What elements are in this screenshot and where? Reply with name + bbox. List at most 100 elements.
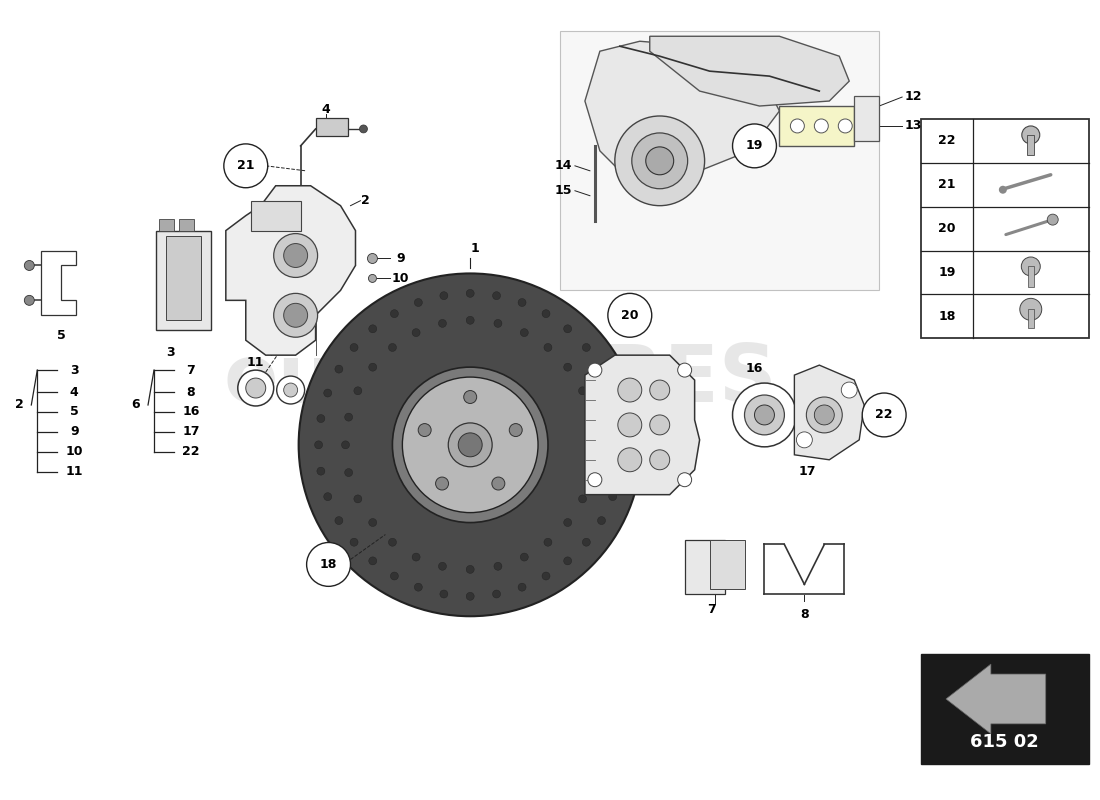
Circle shape xyxy=(608,493,617,501)
Circle shape xyxy=(317,414,324,422)
Circle shape xyxy=(542,310,550,318)
Text: 8: 8 xyxy=(187,386,195,398)
Text: 17: 17 xyxy=(183,426,200,438)
Circle shape xyxy=(587,473,602,486)
Circle shape xyxy=(315,441,322,449)
Circle shape xyxy=(587,469,596,477)
Circle shape xyxy=(650,380,670,400)
Circle shape xyxy=(616,414,624,422)
Circle shape xyxy=(439,319,447,327)
Circle shape xyxy=(284,383,298,397)
Circle shape xyxy=(390,310,398,318)
Text: 22: 22 xyxy=(938,134,956,147)
Circle shape xyxy=(368,518,376,526)
Circle shape xyxy=(608,389,617,397)
Text: 17: 17 xyxy=(799,466,816,478)
Circle shape xyxy=(350,538,358,546)
Circle shape xyxy=(509,423,522,437)
Circle shape xyxy=(1022,126,1040,144)
Bar xyxy=(1027,310,1034,328)
Circle shape xyxy=(274,234,318,278)
Text: a passion for parts since 1985: a passion for parts since 1985 xyxy=(332,450,669,470)
Text: 4: 4 xyxy=(321,102,330,115)
Circle shape xyxy=(618,448,641,472)
Circle shape xyxy=(412,329,420,337)
Circle shape xyxy=(597,517,605,525)
Circle shape xyxy=(838,119,853,133)
Text: 22: 22 xyxy=(876,409,893,422)
Circle shape xyxy=(390,572,398,580)
Circle shape xyxy=(415,583,422,591)
Circle shape xyxy=(518,583,526,591)
Circle shape xyxy=(650,415,670,435)
Bar xyxy=(251,201,300,230)
Polygon shape xyxy=(946,664,1046,734)
Circle shape xyxy=(334,365,343,373)
Circle shape xyxy=(418,423,431,437)
Text: 11: 11 xyxy=(248,356,264,369)
Text: 10: 10 xyxy=(66,446,82,458)
Text: 18: 18 xyxy=(320,558,338,571)
Circle shape xyxy=(238,370,274,406)
Bar xyxy=(780,106,855,146)
Circle shape xyxy=(518,298,526,306)
Circle shape xyxy=(579,387,586,394)
Text: 13: 13 xyxy=(904,119,922,133)
Circle shape xyxy=(388,538,396,546)
Circle shape xyxy=(806,397,843,433)
Circle shape xyxy=(563,325,572,333)
Bar xyxy=(560,31,879,290)
Circle shape xyxy=(334,517,343,525)
Circle shape xyxy=(415,298,422,306)
Circle shape xyxy=(544,538,552,546)
Circle shape xyxy=(298,274,641,616)
Text: 12: 12 xyxy=(904,90,922,102)
Text: 10: 10 xyxy=(392,272,409,285)
Circle shape xyxy=(814,405,834,425)
Circle shape xyxy=(459,433,482,457)
Circle shape xyxy=(245,378,266,398)
Circle shape xyxy=(678,473,692,486)
Text: 15: 15 xyxy=(554,184,572,198)
Circle shape xyxy=(436,477,449,490)
Text: 9: 9 xyxy=(70,426,78,438)
Circle shape xyxy=(791,119,804,133)
Bar xyxy=(316,118,348,136)
Text: 16: 16 xyxy=(746,362,763,374)
Polygon shape xyxy=(794,365,865,460)
Circle shape xyxy=(466,592,474,600)
Circle shape xyxy=(307,542,351,586)
Circle shape xyxy=(493,590,500,598)
Circle shape xyxy=(412,553,420,561)
Circle shape xyxy=(563,518,572,526)
Circle shape xyxy=(466,290,474,298)
Circle shape xyxy=(646,147,673,174)
Circle shape xyxy=(631,133,688,189)
Circle shape xyxy=(344,413,353,421)
Text: 21: 21 xyxy=(938,178,956,191)
Circle shape xyxy=(466,316,474,324)
Circle shape xyxy=(368,363,376,371)
Circle shape xyxy=(494,319,502,327)
Circle shape xyxy=(440,292,448,300)
Circle shape xyxy=(842,382,857,398)
Circle shape xyxy=(354,495,362,503)
Circle shape xyxy=(650,450,670,470)
Circle shape xyxy=(274,294,318,338)
Text: 20: 20 xyxy=(621,309,638,322)
Circle shape xyxy=(388,343,396,351)
Circle shape xyxy=(520,553,528,561)
Polygon shape xyxy=(226,186,355,355)
Circle shape xyxy=(323,389,332,397)
Text: 3: 3 xyxy=(70,364,78,377)
Circle shape xyxy=(464,390,476,403)
Bar xyxy=(179,218,194,230)
Text: 14: 14 xyxy=(554,159,572,172)
Polygon shape xyxy=(650,36,849,106)
Circle shape xyxy=(618,378,641,402)
Text: 5: 5 xyxy=(57,329,66,342)
Circle shape xyxy=(1021,257,1041,276)
Circle shape xyxy=(449,423,492,466)
Text: 20: 20 xyxy=(938,222,956,235)
Circle shape xyxy=(542,572,550,580)
